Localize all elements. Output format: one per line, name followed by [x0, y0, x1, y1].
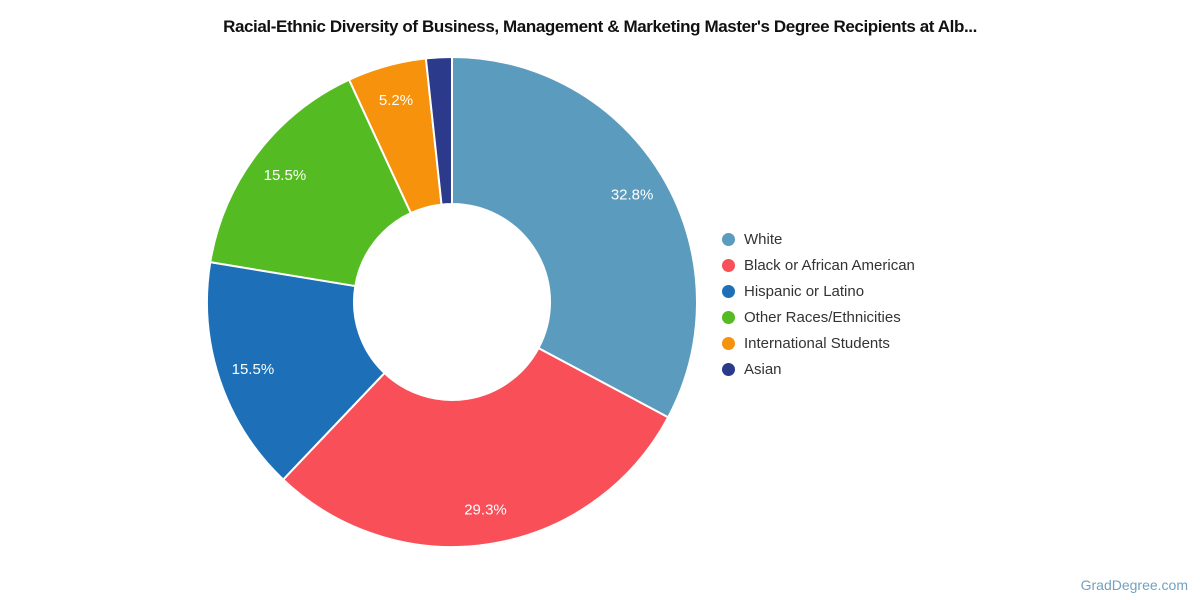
pie-slice-other-races-ethnicities[interactable] — [209, 78, 412, 288]
legend-label: White — [744, 230, 783, 248]
pie-slice-hispanic-or-latino[interactable] — [206, 261, 386, 481]
legend-label: International Students — [744, 334, 890, 352]
legend-swatch-icon — [722, 232, 735, 246]
pie-slice-asian[interactable] — [424, 56, 453, 206]
slice-label-hispanic-or-latino: 15.5% — [232, 361, 275, 378]
legend-item-international-students[interactable]: International Students — [722, 330, 915, 356]
watermark-link[interactable]: GradDegree.com — [1080, 577, 1188, 593]
slice-label-white: 32.8% — [611, 186, 654, 203]
legend-label: Black or African American — [744, 256, 915, 274]
legend-label: Other Races/Ethnicities — [744, 308, 901, 326]
chart-legend: White Black or African American Hispanic o… — [722, 226, 915, 382]
legend-label: Hispanic or Latino — [744, 282, 865, 300]
legend-item-black-or-african-american[interactable]: Black or African American — [722, 252, 915, 278]
slice-label-other-races-ethnicities: 15.5% — [264, 167, 307, 184]
chart-title: Racial-Ethnic Diversity of Business, Man… — [223, 17, 977, 36]
pie-slice-white[interactable] — [451, 56, 698, 419]
legend-swatch-icon — [722, 362, 735, 376]
slice-label-international-students: 5.2% — [379, 92, 413, 109]
legend-swatch-icon — [722, 284, 735, 298]
slice-label-black-or-african-american: 29.3% — [464, 502, 507, 519]
legend-label: Asian — [744, 360, 782, 378]
legend-swatch-icon — [722, 336, 735, 350]
legend-swatch-icon — [722, 258, 735, 272]
legend-item-hispanic-or-latino[interactable]: Hispanic or Latino — [722, 278, 915, 304]
legend-item-other-races-ethnicities[interactable]: Other Races/Ethnicities — [722, 304, 915, 330]
legend-item-asian[interactable]: Asian — [722, 356, 915, 382]
pie-slice-black-or-african-american[interactable] — [282, 347, 670, 548]
legend-swatch-icon — [722, 310, 735, 324]
legend-item-white[interactable]: White — [722, 226, 915, 252]
